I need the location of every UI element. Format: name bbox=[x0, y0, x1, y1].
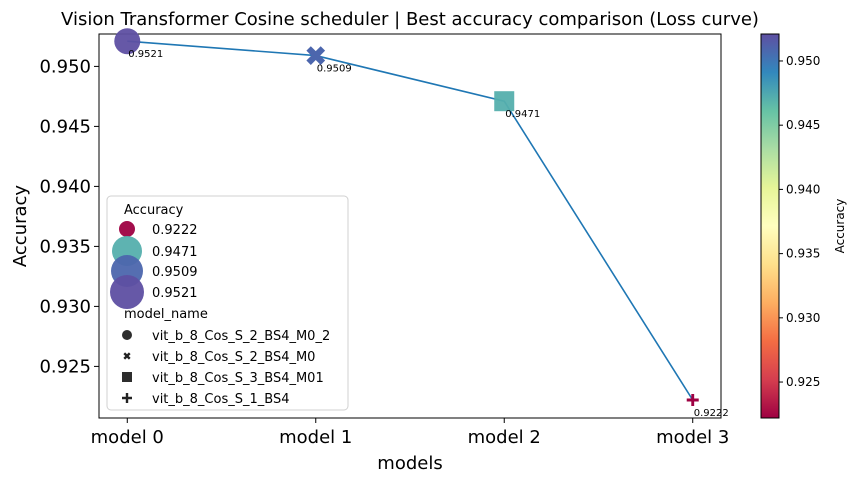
legend-box bbox=[106, 195, 349, 411]
colorbar-tick-label: 0.930 bbox=[786, 311, 820, 325]
x-tick-label: model 3 bbox=[656, 427, 729, 448]
colorbar-label: Accuracy bbox=[833, 199, 847, 254]
y-tick-label: 0.935 bbox=[39, 236, 91, 257]
legend-style-label: vit_b_8_Cos_S_2_BS4_M0 bbox=[152, 350, 315, 365]
colorbar-tick-label: 0.950 bbox=[786, 54, 820, 68]
legend-style-label: vit_b_8_Cos_S_1_BS4 bbox=[152, 392, 289, 407]
y-tick-label: 0.945 bbox=[39, 116, 91, 137]
series-line bbox=[127, 40, 694, 401]
legend-size-swatch bbox=[110, 275, 144, 309]
legend-size-label: 0.9509 bbox=[152, 265, 198, 280]
legend-marker-swatch bbox=[122, 372, 132, 382]
data-point bbox=[686, 394, 699, 406]
y-tick-label: 0.925 bbox=[39, 356, 91, 377]
legend-style-label: vit_b_8_Cos_S_3_BS4_M01 bbox=[152, 371, 324, 386]
data-label: 0.9471 bbox=[505, 109, 540, 120]
legend-size-label: 0.9521 bbox=[152, 286, 198, 301]
chart-title: Vision Transformer Cosine scheduler | Be… bbox=[61, 9, 759, 30]
y-tick-label: 0.940 bbox=[39, 176, 91, 197]
legend-marker-swatch bbox=[122, 393, 132, 403]
data-point bbox=[114, 28, 141, 55]
data-label: 0.9222 bbox=[694, 408, 729, 419]
y-tick-label: 0.950 bbox=[39, 56, 91, 77]
x-tick-label: model 2 bbox=[468, 427, 541, 448]
data-point bbox=[494, 91, 515, 112]
data-point bbox=[306, 46, 326, 65]
x-tick-label: model 1 bbox=[279, 427, 352, 448]
legend-size-title: Accuracy bbox=[124, 203, 184, 218]
y-tick-label: 0.930 bbox=[39, 296, 91, 317]
plot-frame bbox=[98, 33, 722, 419]
x-axis-label: models bbox=[377, 453, 442, 474]
legend-size-label: 0.9222 bbox=[152, 223, 198, 238]
colorbar-tick-label: 0.940 bbox=[786, 182, 820, 196]
colorbar bbox=[760, 33, 780, 419]
data-label: 0.9509 bbox=[317, 64, 352, 75]
colorbar-tick-label: 0.945 bbox=[786, 118, 820, 132]
legend-marker-swatch bbox=[122, 330, 132, 340]
y-axis-label: Accuracy bbox=[10, 185, 31, 268]
legend-size-label: 0.9471 bbox=[152, 245, 198, 260]
data-label: 0.9521 bbox=[128, 49, 163, 60]
legend-size-swatch bbox=[119, 221, 135, 237]
colorbar-tick-label: 0.935 bbox=[786, 247, 820, 261]
x-tick-label: model 0 bbox=[91, 427, 164, 448]
legend-style-title: model_name bbox=[124, 307, 208, 322]
legend-marker-swatch bbox=[123, 352, 131, 360]
colorbar-tick-label: 0.925 bbox=[786, 375, 820, 389]
legend-style-label: vit_b_8_Cos_S_2_BS4_M0_2 bbox=[152, 329, 330, 344]
